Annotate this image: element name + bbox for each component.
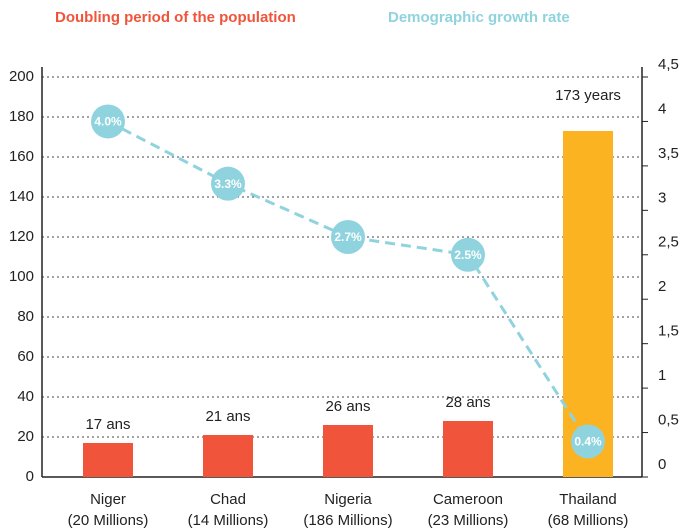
- x-tick-label: Nigeria: [324, 491, 372, 508]
- bar-label: 28 ans: [445, 394, 490, 411]
- x-tick-label: (20 Millions): [68, 512, 149, 529]
- y2-tick-label: 3,5: [658, 145, 679, 162]
- y2-tick-label: 4: [658, 100, 666, 117]
- growth-point: [571, 424, 605, 459]
- y2-tick-label: 2: [658, 278, 666, 295]
- growth-point: [451, 237, 485, 272]
- x-tick-label: (23 Millions): [428, 512, 509, 529]
- bar: [83, 443, 133, 477]
- x-tick-label: (14 Millions): [188, 512, 269, 529]
- y-tick-label: 0: [26, 468, 34, 485]
- x-tick-label: (68 Millions): [548, 512, 629, 529]
- y-tick-label: 120: [9, 228, 34, 245]
- growth-label: 2.5%: [454, 248, 482, 262]
- y-tick-label: 160: [9, 148, 34, 165]
- growth-label: 3.3%: [214, 177, 242, 191]
- y-tick-label: 40: [17, 388, 34, 405]
- bar-label: 17 ans: [85, 416, 130, 433]
- x-tick-label: Chad: [210, 491, 246, 508]
- y-tick-label: 180: [9, 108, 34, 125]
- legend-bars: Doubling period of the population: [55, 9, 296, 26]
- bar: [563, 131, 613, 477]
- bar-label: 173 years: [555, 87, 621, 104]
- y2-tick-label: 0: [658, 456, 666, 473]
- y-tick-label: 200: [9, 68, 34, 85]
- y-tick-label: 60: [17, 348, 34, 365]
- growth-point: [211, 166, 245, 201]
- y-tick-label: 100: [9, 268, 34, 285]
- growth-label: 0.4%: [574, 435, 602, 449]
- legend-line: Demographic growth rate: [388, 9, 570, 26]
- y2-tick-label: 4,5: [658, 56, 679, 73]
- bar-label: 26 ans: [325, 398, 370, 415]
- y2-tick-label: 1: [658, 367, 666, 384]
- y-tick-label: 20: [17, 428, 34, 445]
- bar: [203, 435, 253, 477]
- y-tick-label: 80: [17, 308, 34, 325]
- x-tick-label: Thailand: [559, 491, 617, 508]
- x-tick-label: Niger: [90, 491, 126, 508]
- y2-tick-label: 2,5: [658, 234, 679, 251]
- growth-point: [331, 220, 365, 254]
- bar-label: 21 ans: [205, 408, 250, 425]
- growth-label: 2.7%: [334, 230, 362, 244]
- bar: [323, 425, 373, 477]
- x-tick-label: Cameroon: [433, 491, 503, 508]
- bar: [443, 421, 493, 477]
- growth-label: 4.0%: [94, 115, 122, 129]
- y2-tick-label: 0,5: [658, 412, 679, 429]
- growth-point: [91, 104, 125, 139]
- y2-tick-label: 1,5: [658, 323, 679, 340]
- y2-tick-label: 3: [658, 189, 666, 206]
- growth-line: [107, 120, 590, 443]
- x-tick-label: (186 Millions): [303, 512, 392, 529]
- y-tick-label: 140: [9, 188, 34, 205]
